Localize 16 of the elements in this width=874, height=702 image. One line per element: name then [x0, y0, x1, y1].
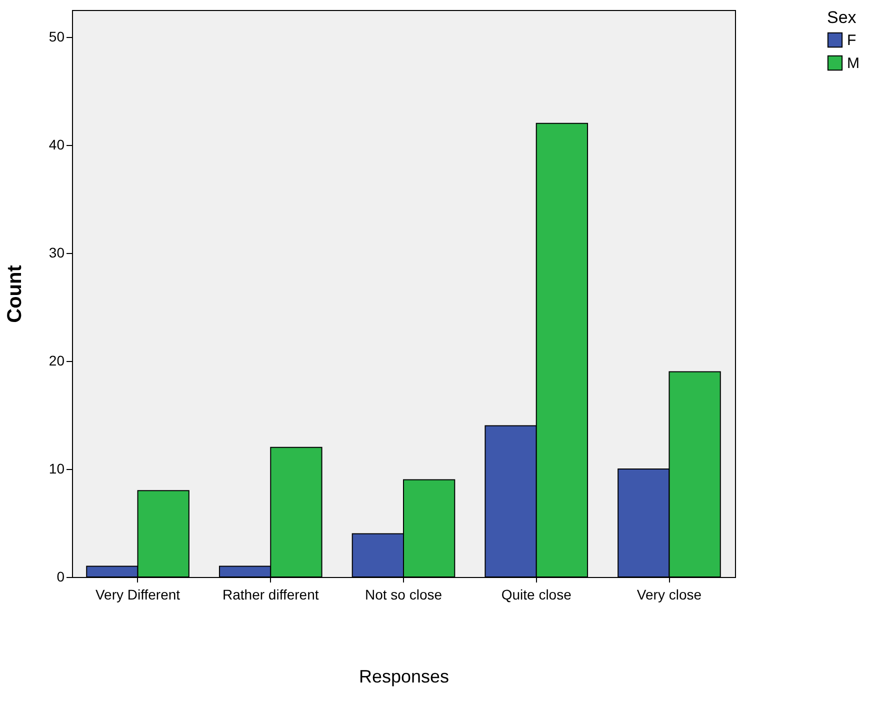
legend-label: M [847, 55, 860, 72]
y-tick-label: 40 [48, 136, 65, 152]
x-tick-label: Very Different [95, 586, 180, 602]
legend-title: Sex [827, 8, 857, 27]
y-tick-label: 10 [48, 460, 65, 476]
y-axis-title: Count [4, 264, 26, 323]
y-tick-label: 0 [56, 568, 65, 584]
x-axis-title: Responses [358, 666, 450, 686]
x-tick-label: Rather different [222, 586, 319, 602]
x-tick-label: Not so close [364, 586, 442, 602]
legend-label: F [847, 32, 856, 49]
y-tick-label: 20 [48, 352, 65, 368]
x-tick-label: Very close [636, 586, 702, 602]
y-tick-label: 50 [48, 28, 65, 44]
y-tick-label: 30 [48, 244, 65, 260]
x-tick-label: Quite close [501, 586, 572, 602]
